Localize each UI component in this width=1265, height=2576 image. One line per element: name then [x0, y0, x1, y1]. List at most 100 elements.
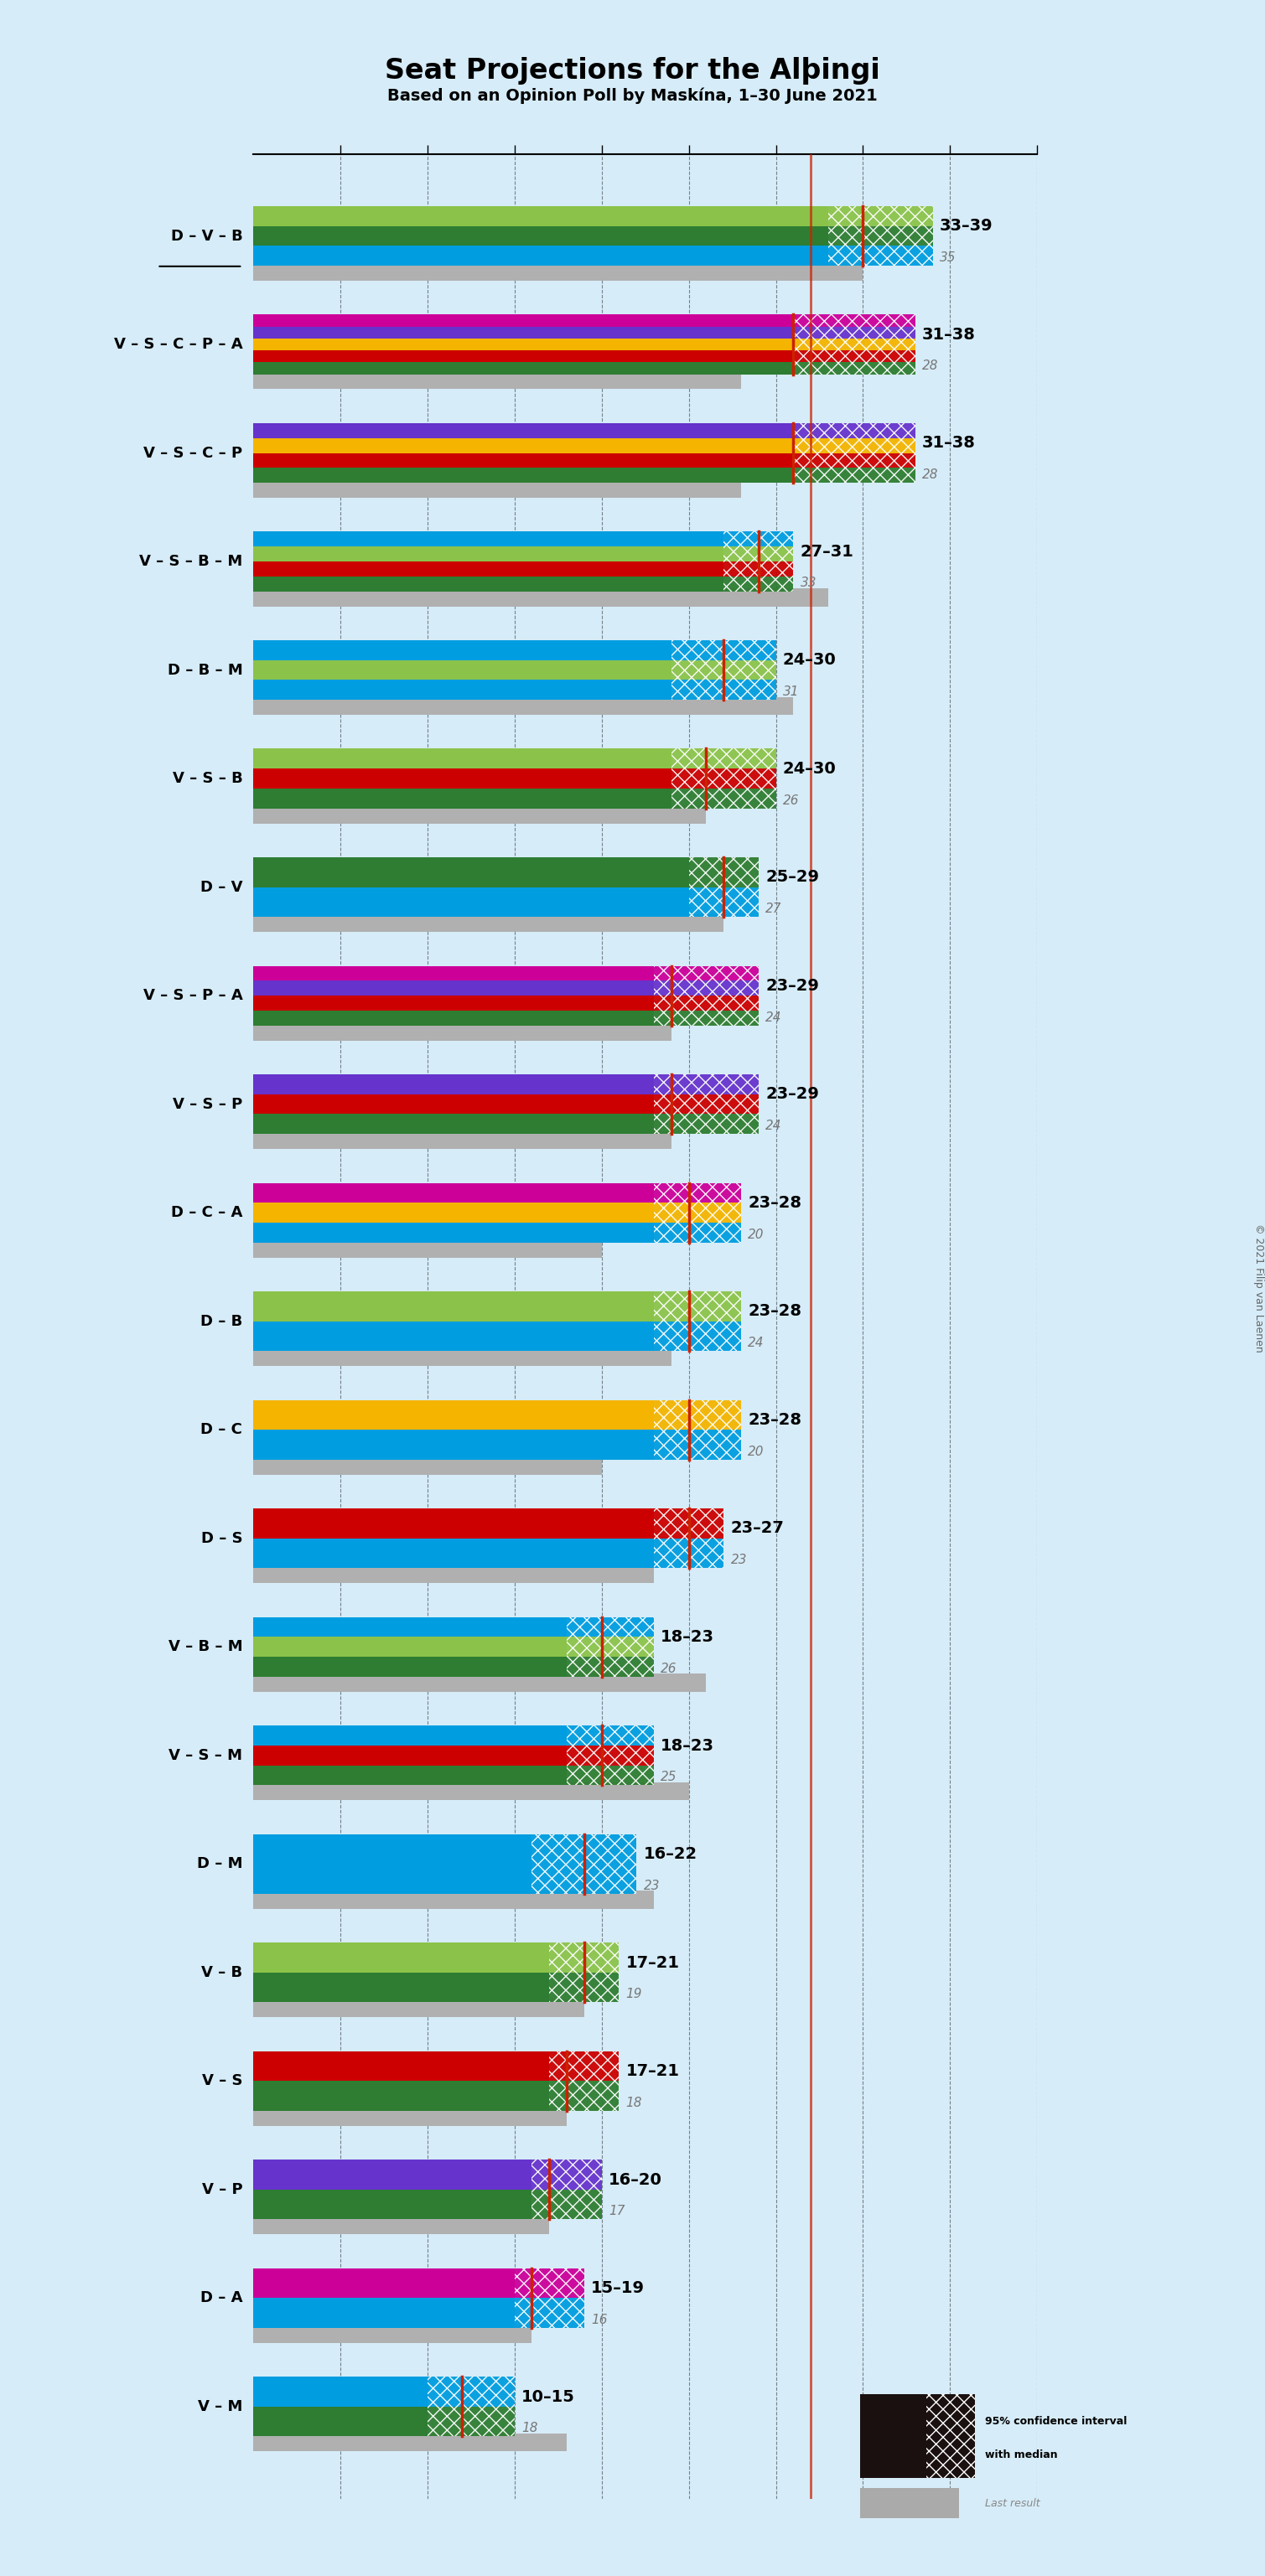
- Bar: [253, 2190, 531, 2221]
- Bar: [253, 2050, 549, 2081]
- Bar: [253, 1865, 531, 1893]
- Bar: [688, 886, 759, 917]
- Text: V – B: V – B: [201, 1965, 243, 1981]
- Bar: [253, 966, 654, 981]
- Bar: [531, 2159, 602, 2190]
- Bar: [724, 577, 793, 592]
- Bar: [253, 438, 793, 453]
- Bar: [253, 1203, 654, 1224]
- Bar: [253, 1656, 567, 1677]
- Bar: [253, 327, 793, 337]
- Bar: [672, 768, 775, 788]
- Text: V – S – C – P – A: V – S – C – P – A: [114, 337, 243, 353]
- Bar: [253, 1538, 654, 1569]
- Bar: [253, 1347, 672, 1365]
- Bar: [549, 2081, 619, 2110]
- Bar: [724, 531, 793, 546]
- Bar: [654, 1538, 724, 1569]
- Bar: [253, 337, 793, 350]
- Text: 18–23: 18–23: [660, 1739, 715, 1754]
- Bar: [253, 1430, 654, 1461]
- Bar: [253, 2406, 428, 2437]
- Bar: [253, 914, 724, 933]
- Text: V – M: V – M: [197, 2398, 243, 2414]
- Text: 17–21: 17–21: [626, 2063, 679, 2079]
- Bar: [793, 469, 916, 482]
- Bar: [654, 1203, 741, 1224]
- Bar: [654, 1321, 741, 1350]
- Text: 33: 33: [801, 577, 817, 590]
- Text: 16–20: 16–20: [608, 2172, 662, 2187]
- Bar: [567, 1765, 654, 1785]
- Bar: [688, 858, 759, 886]
- Text: 17–21: 17–21: [626, 1955, 679, 1971]
- Bar: [253, 1131, 672, 1149]
- Bar: [724, 546, 793, 562]
- Bar: [253, 858, 688, 886]
- Text: 27–31: 27–31: [801, 544, 854, 559]
- Text: 24: 24: [748, 1337, 764, 1350]
- Bar: [253, 350, 793, 363]
- Bar: [253, 577, 724, 592]
- Text: 31–38: 31–38: [922, 435, 975, 451]
- Bar: [654, 966, 759, 981]
- Bar: [654, 1510, 724, 1538]
- Bar: [253, 1891, 654, 1909]
- Bar: [793, 350, 916, 363]
- Bar: [253, 1113, 654, 1133]
- Bar: [654, 1182, 741, 1203]
- Bar: [672, 659, 775, 680]
- Bar: [531, 1834, 636, 1865]
- Text: V – S – P – A: V – S – P – A: [143, 989, 243, 1002]
- Bar: [253, 1999, 584, 2017]
- Bar: [793, 438, 916, 453]
- Bar: [253, 2298, 515, 2329]
- Text: 18: 18: [521, 2421, 538, 2434]
- Bar: [253, 371, 741, 389]
- Bar: [253, 659, 672, 680]
- Bar: [253, 2324, 531, 2342]
- Bar: [253, 2267, 515, 2298]
- Bar: [253, 680, 672, 701]
- Bar: [793, 314, 916, 327]
- Text: V – S – B – M: V – S – B – M: [139, 554, 243, 569]
- Text: 24–30: 24–30: [783, 760, 836, 778]
- Bar: [253, 641, 672, 659]
- Bar: [253, 453, 793, 469]
- Text: D – C: D – C: [201, 1422, 243, 1437]
- Bar: [428, 2378, 515, 2406]
- Bar: [926, 2396, 975, 2478]
- Bar: [860, 2488, 959, 2519]
- Bar: [654, 1113, 759, 1133]
- Bar: [567, 1747, 654, 1765]
- Bar: [253, 1834, 531, 1865]
- Bar: [549, 2050, 619, 2081]
- Bar: [829, 245, 932, 265]
- Bar: [672, 750, 775, 768]
- Bar: [253, 206, 829, 227]
- Bar: [253, 1726, 567, 1747]
- Text: 33–39: 33–39: [940, 219, 993, 234]
- Bar: [654, 1095, 759, 1113]
- Bar: [672, 680, 775, 701]
- Text: 25–29: 25–29: [765, 868, 818, 886]
- Text: V – S – M: V – S – M: [168, 1747, 243, 1762]
- Bar: [253, 469, 793, 482]
- Bar: [253, 886, 688, 917]
- Bar: [253, 1747, 567, 1765]
- Bar: [253, 1010, 654, 1025]
- Text: 28: 28: [922, 361, 939, 374]
- Bar: [253, 1023, 672, 1041]
- Text: 19: 19: [626, 1989, 643, 2002]
- Bar: [253, 562, 724, 577]
- Text: V – B – M: V – B – M: [168, 1638, 243, 1654]
- Text: V – S: V – S: [202, 2074, 243, 2089]
- Bar: [253, 1074, 654, 1095]
- Text: V – S – C – P: V – S – C – P: [143, 446, 243, 461]
- Text: Last result: Last result: [985, 2499, 1040, 2509]
- Bar: [253, 1783, 688, 1801]
- Text: 18: 18: [626, 2097, 643, 2110]
- Bar: [253, 1095, 654, 1113]
- Bar: [567, 1636, 654, 1656]
- Bar: [253, 2434, 567, 2452]
